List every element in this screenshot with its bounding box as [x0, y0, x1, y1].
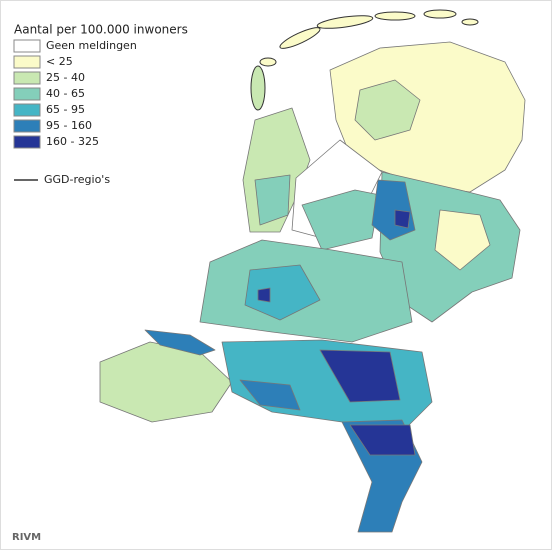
- legend-swatch: [13, 119, 41, 133]
- legend-swatch: [13, 55, 41, 69]
- legend-label: 25 - 40: [46, 71, 85, 84]
- center-dark: [257, 287, 271, 303]
- legend-swatch: [13, 87, 41, 101]
- nh-patch: [254, 174, 291, 226]
- legend-label: 40 - 65: [46, 87, 85, 100]
- zeeland-water: [144, 329, 216, 356]
- legend-label: Geen meldingen: [46, 39, 137, 52]
- legend-label: 65 - 95: [46, 103, 85, 116]
- east-light: [434, 209, 491, 271]
- legend-swatch: [13, 103, 41, 117]
- east-dark: [394, 209, 411, 229]
- legend-swatch: [13, 71, 41, 85]
- map: [99, 9, 526, 533]
- legend-swatch: [13, 39, 41, 53]
- legend-label: < 25: [46, 55, 73, 68]
- legend: Geen meldingen < 25 25 - 40 40 - 65 65 - 95 9…: [13, 39, 137, 149]
- brabant-blue: [239, 379, 301, 411]
- center-patch: [244, 264, 321, 321]
- wadden-islands: [250, 9, 479, 111]
- legend-title: Aantal per 100.000 inwoners: [14, 23, 188, 37]
- legend-label: 160 - 325: [46, 135, 99, 148]
- legend-swatch: [13, 135, 41, 149]
- legend-label: 95 - 160: [46, 119, 92, 132]
- north-patch: [354, 79, 421, 141]
- limburg-dark: [349, 424, 416, 456]
- brabant-dark: [319, 349, 401, 403]
- legend-line-label: GGD-regio's: [44, 173, 110, 186]
- credit: RIVM: [12, 532, 41, 543]
